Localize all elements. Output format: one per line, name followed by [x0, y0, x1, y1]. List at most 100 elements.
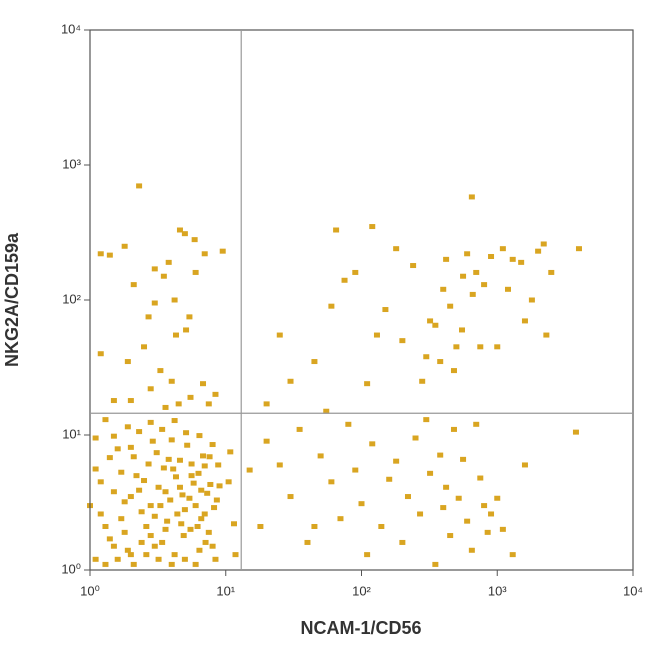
point: [213, 497, 220, 503]
point: [304, 539, 311, 545]
point: [180, 533, 187, 539]
point: [106, 252, 113, 258]
point: [378, 524, 385, 530]
y-tick-label: 10⁴: [61, 21, 81, 36]
point: [211, 505, 218, 511]
point: [417, 511, 424, 517]
point: [216, 483, 223, 489]
point: [175, 401, 182, 407]
point: [287, 494, 294, 500]
point: [186, 495, 193, 501]
point: [488, 254, 495, 260]
point: [171, 297, 178, 303]
point: [412, 435, 419, 441]
point: [195, 470, 202, 476]
point: [548, 269, 555, 275]
point: [130, 282, 137, 288]
point: [178, 521, 185, 527]
point: [311, 359, 318, 365]
point: [521, 318, 528, 324]
point: [455, 495, 462, 501]
point: [160, 465, 167, 471]
point: [133, 473, 140, 479]
point: [393, 246, 400, 252]
point: [151, 513, 158, 519]
point: [196, 433, 203, 439]
point: [464, 251, 471, 257]
point: [127, 552, 134, 558]
point: [437, 359, 444, 365]
point: [162, 404, 169, 410]
point: [450, 426, 457, 432]
y-tick-label: 10¹: [62, 426, 81, 441]
point: [432, 561, 439, 567]
point: [209, 543, 216, 549]
point: [151, 266, 158, 272]
point: [159, 539, 166, 545]
point: [149, 438, 156, 444]
point: [172, 474, 179, 480]
plot-marks: [87, 183, 582, 567]
x-tick-label: 10¹: [216, 583, 235, 598]
point: [464, 518, 471, 524]
point: [153, 450, 160, 456]
point: [181, 231, 188, 237]
point: [404, 494, 411, 500]
point: [151, 543, 158, 549]
point: [263, 401, 270, 407]
point: [202, 539, 209, 545]
point: [188, 473, 195, 479]
point: [369, 441, 376, 447]
point: [165, 259, 172, 265]
point: [141, 478, 148, 484]
point: [232, 552, 239, 558]
point: [92, 556, 99, 562]
point: [118, 469, 125, 475]
point: [130, 561, 137, 567]
point: [543, 332, 550, 338]
point: [443, 256, 450, 262]
point: [207, 481, 214, 487]
point: [468, 547, 475, 553]
point: [364, 552, 371, 558]
point: [121, 529, 128, 535]
point: [172, 332, 179, 338]
point: [181, 556, 188, 562]
point: [97, 251, 104, 257]
point: [276, 332, 283, 338]
point: [427, 318, 434, 324]
point: [419, 378, 426, 384]
point: [187, 526, 194, 532]
point: [157, 503, 164, 509]
point: [575, 246, 582, 252]
point: [423, 417, 430, 423]
point: [181, 507, 188, 513]
point: [263, 438, 270, 444]
point: [147, 386, 154, 392]
point: [209, 442, 216, 448]
point: [147, 419, 154, 425]
point: [468, 194, 475, 200]
point: [145, 314, 152, 320]
point: [183, 430, 190, 436]
point: [212, 391, 219, 397]
point: [473, 269, 480, 275]
point: [246, 467, 253, 473]
point: [227, 449, 234, 455]
point: [176, 457, 183, 463]
point: [190, 480, 197, 486]
point: [165, 456, 172, 462]
point: [358, 501, 365, 507]
point: [106, 536, 113, 542]
point: [477, 475, 484, 481]
point: [296, 426, 303, 432]
point: [167, 497, 174, 503]
point: [159, 426, 166, 432]
point: [110, 398, 117, 404]
point: [102, 524, 109, 530]
point: [499, 246, 506, 252]
point: [423, 354, 430, 360]
point: [124, 424, 131, 430]
point: [323, 408, 330, 414]
point: [535, 248, 542, 254]
